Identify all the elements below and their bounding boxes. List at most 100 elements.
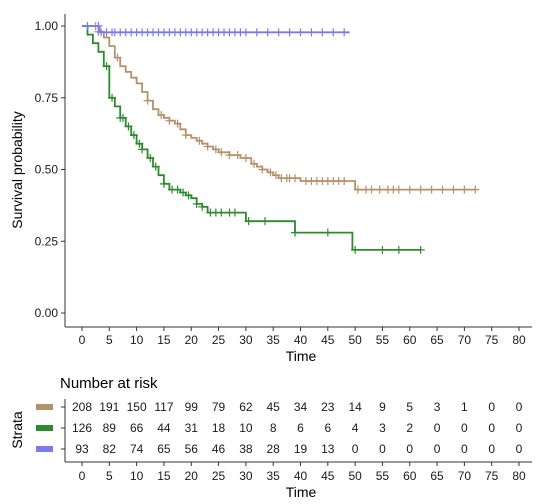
risk-count-cell: 44	[157, 421, 171, 435]
censor-mark	[94, 22, 103, 30]
risk-x-axis-ticks: 0 5 10 15 20 25 30 35 40 45 50 55 60 65 70 75 80	[79, 462, 526, 483]
risk-count-cell: 28	[267, 442, 281, 456]
risk-table-panel: Number at risk Strata 208 191 150 117 99 79 62…	[9, 375, 532, 500]
censor-mark	[260, 217, 269, 226]
risk-count-cell: 2	[406, 421, 413, 435]
censor-mark	[329, 28, 338, 37]
risk-x-tick-label: 45	[321, 469, 335, 483]
risk-x-tick-label: 20	[185, 469, 199, 483]
strata-color-key	[36, 446, 53, 452]
censor-mark	[323, 228, 332, 237]
survival-curve-stratum-2	[82, 25, 421, 251]
risk-x-tick-label: 25	[212, 469, 226, 483]
risk-count-cell: 56	[185, 442, 199, 456]
x-axis-title: Time	[286, 348, 317, 364]
risk-x-tick-label: 55	[376, 469, 390, 483]
risk-x-tick-label: 65	[430, 469, 444, 483]
risk-count-cell: 31	[185, 421, 199, 435]
censor-mark	[271, 171, 280, 180]
strata-color-keys	[36, 404, 65, 452]
risk-count-cell: 4	[352, 421, 359, 435]
censor-mark	[266, 168, 275, 177]
censor-mark	[151, 162, 160, 171]
risk-x-axis-title: Time	[286, 484, 317, 500]
risk-count-cell: 19	[294, 442, 308, 456]
risk-count-cell: 1	[461, 400, 468, 414]
censor-mark	[184, 191, 193, 200]
strata-color-key	[36, 425, 53, 431]
risk-x-tick-label: 50	[348, 469, 362, 483]
survival-curve-stratum-3	[82, 25, 350, 34]
survival-curve-stratum-1	[82, 25, 476, 191]
risk-count-cell: 0	[379, 442, 386, 456]
x-tick-label: 10	[130, 333, 144, 347]
x-tick-label: 70	[458, 333, 472, 347]
censor-mark	[129, 131, 138, 140]
risk-count-cell: 18	[212, 421, 226, 435]
risk-count-cell: 0	[461, 442, 468, 456]
strata-color-key	[36, 404, 53, 410]
censor-mark	[244, 217, 253, 226]
censor-mark	[118, 113, 127, 122]
risk-count-cell: 8	[270, 421, 277, 435]
censor-mark	[378, 245, 387, 254]
risk-count-cell: 66	[130, 421, 144, 435]
censor-mark	[274, 28, 283, 37]
risk-count-cell: 0	[488, 421, 495, 435]
censor-mark	[405, 185, 414, 194]
y-tick-label: 0.25	[35, 234, 59, 248]
censor-mark	[211, 145, 220, 154]
risk-count-cell: 0	[488, 400, 495, 414]
risk-count-cell: 62	[239, 400, 253, 414]
censor-mark	[285, 28, 294, 37]
censor-mark	[198, 202, 207, 211]
censor-mark	[181, 131, 190, 140]
censor-mark	[367, 185, 376, 194]
risk-count-cell: 0	[516, 442, 523, 456]
censor-mark	[449, 185, 458, 194]
risk-count-cell: 23	[321, 400, 335, 414]
x-tick-label: 15	[157, 333, 171, 347]
censor-mark	[296, 28, 305, 37]
censor-mark	[157, 110, 166, 119]
survival-curves	[82, 22, 480, 254]
risk-count-cell: 0	[434, 442, 441, 456]
censor-mark	[291, 174, 300, 183]
risk-x-tick-label: 35	[267, 469, 281, 483]
censor-mark	[263, 28, 272, 37]
x-tick-label: 5	[106, 333, 113, 347]
risk-x-tick-label: 5	[106, 469, 113, 483]
risk-count-cell: 208	[72, 400, 92, 414]
censor-mark	[179, 188, 188, 197]
risk-x-tick-label: 60	[403, 469, 417, 483]
censor-mark	[146, 154, 155, 163]
risk-count-cell: 99	[185, 400, 199, 414]
risk-table-title: Number at risk	[60, 375, 158, 392]
censor-mark	[203, 142, 212, 151]
censor-mark	[108, 93, 117, 102]
censor-mark	[291, 228, 300, 237]
censor-mark	[230, 208, 239, 217]
risk-count-cell: 150	[127, 400, 147, 414]
censor-mark	[241, 154, 250, 163]
x-tick-label: 35	[267, 333, 281, 347]
risk-count-cell: 0	[516, 421, 523, 435]
censor-mark	[217, 208, 226, 217]
risk-count-cell: 13	[321, 442, 335, 456]
risk-count-cell: 191	[99, 400, 119, 414]
risk-count-cell: 14	[348, 400, 362, 414]
risk-count-cell: 46	[212, 442, 226, 456]
risk-count-cell: 0	[488, 442, 495, 456]
risk-count-cell: 5	[406, 400, 413, 414]
censor-mark	[416, 245, 425, 254]
censor-mark	[318, 28, 327, 37]
risk-x-tick-label: 30	[239, 469, 253, 483]
strata-axis-title: Strata	[9, 411, 25, 449]
risk-count-cell: 74	[130, 442, 144, 456]
censor-mark	[217, 148, 226, 157]
censor-mark	[135, 139, 144, 148]
risk-x-tick-label: 40	[294, 469, 308, 483]
risk-x-tick-label: 75	[485, 469, 499, 483]
censor-mark	[427, 185, 436, 194]
